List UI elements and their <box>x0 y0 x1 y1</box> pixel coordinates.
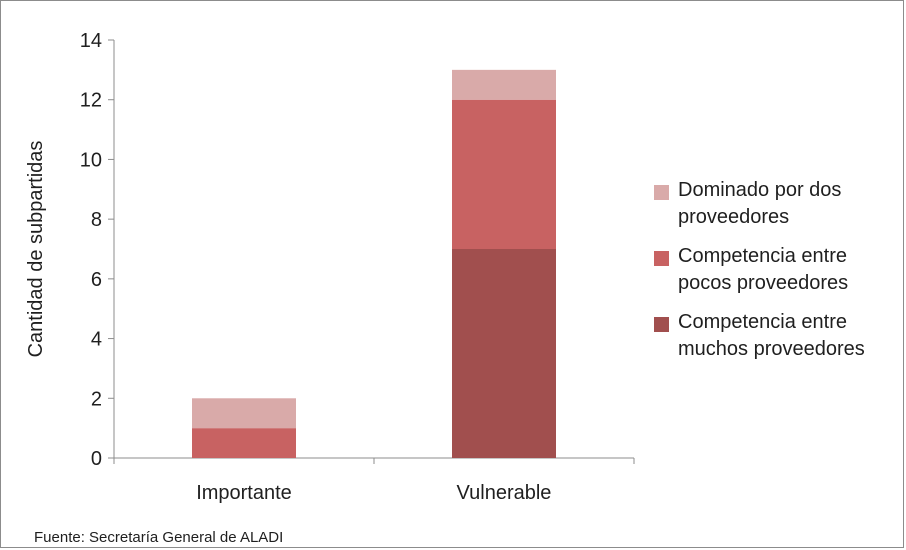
y-tick-label: 14 <box>80 30 102 52</box>
y-axis-title: Cantidad de subpartidas <box>25 141 47 358</box>
chart-legend: Dominado por dos proveedores Competencia… <box>654 177 894 375</box>
legend-item-pocos: Competencia entre pocos proveedores <box>654 243 894 297</box>
legend-label-dominado: Dominado por dos proveedores <box>678 177 894 231</box>
legend-swatch-pocos <box>654 251 669 266</box>
y-tick-label: 4 <box>91 329 102 351</box>
y-tick-label: 8 <box>91 209 102 231</box>
legend-label-dominado-line-2: proveedores <box>678 206 790 228</box>
bar-segment <box>452 69 556 100</box>
y-tick-label: 2 <box>91 388 102 410</box>
legend-item-muchos: Competencia entre muchos proveedores <box>654 309 894 363</box>
legend-label-muchos-line-1: Competencia entre <box>678 311 847 333</box>
x-category-label: Importante <box>196 482 292 504</box>
chart-bars <box>192 69 556 458</box>
legend-label-dominado-line-1: Dominado por dos <box>678 179 842 201</box>
legend-label-muchos-line-2: muchos proveedores <box>678 338 865 360</box>
y-tick-label: 10 <box>80 149 102 171</box>
source-note: Fuente: Secretaría General de ALADI <box>34 529 284 546</box>
bar-segment <box>192 398 296 429</box>
legend-swatch-muchos <box>654 317 669 332</box>
y-tick-label: 0 <box>91 448 102 470</box>
chart-labels: 0 2 4 6 8 10 12 14 Importante Vulnerable Cantidad … <box>25 30 551 504</box>
legend-label-pocos: Competencia entre pocos proveedores <box>678 243 894 297</box>
bar-segment <box>452 249 556 458</box>
legend-label-pocos-line-1: Competencia entre <box>678 245 847 267</box>
bar-segment <box>192 428 296 458</box>
legend-label-muchos: Competencia entre muchos proveedores <box>678 309 894 363</box>
y-tick-label: 12 <box>80 90 102 112</box>
x-category-label: Vulnerable <box>457 482 552 504</box>
legend-item-dominado: Dominado por dos proveedores <box>654 177 894 231</box>
legend-swatch-dominado <box>654 185 669 200</box>
y-tick-label: 6 <box>91 269 102 291</box>
bar-segment <box>452 99 556 249</box>
legend-label-pocos-line-2: pocos proveedores <box>678 272 849 294</box>
